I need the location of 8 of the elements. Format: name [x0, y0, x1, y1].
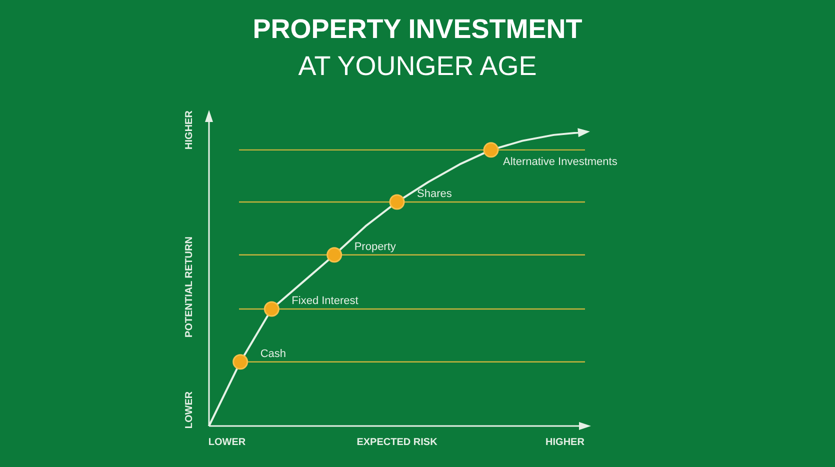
x-axis-title: EXPECTED RISK: [356, 436, 438, 448]
chart-title: PROPERTY INVESTMENT: [252, 13, 584, 46]
y-axis-title: POTENTIAL RETURN: [184, 236, 195, 338]
text: LOWER: [184, 390, 195, 429]
text: HIGHER: [546, 436, 586, 448]
text: HIGHER: [184, 110, 195, 150]
text: LOWER: [208, 436, 246, 448]
chart-subtitle: AT YOUNGER AGE: [297, 50, 538, 83]
